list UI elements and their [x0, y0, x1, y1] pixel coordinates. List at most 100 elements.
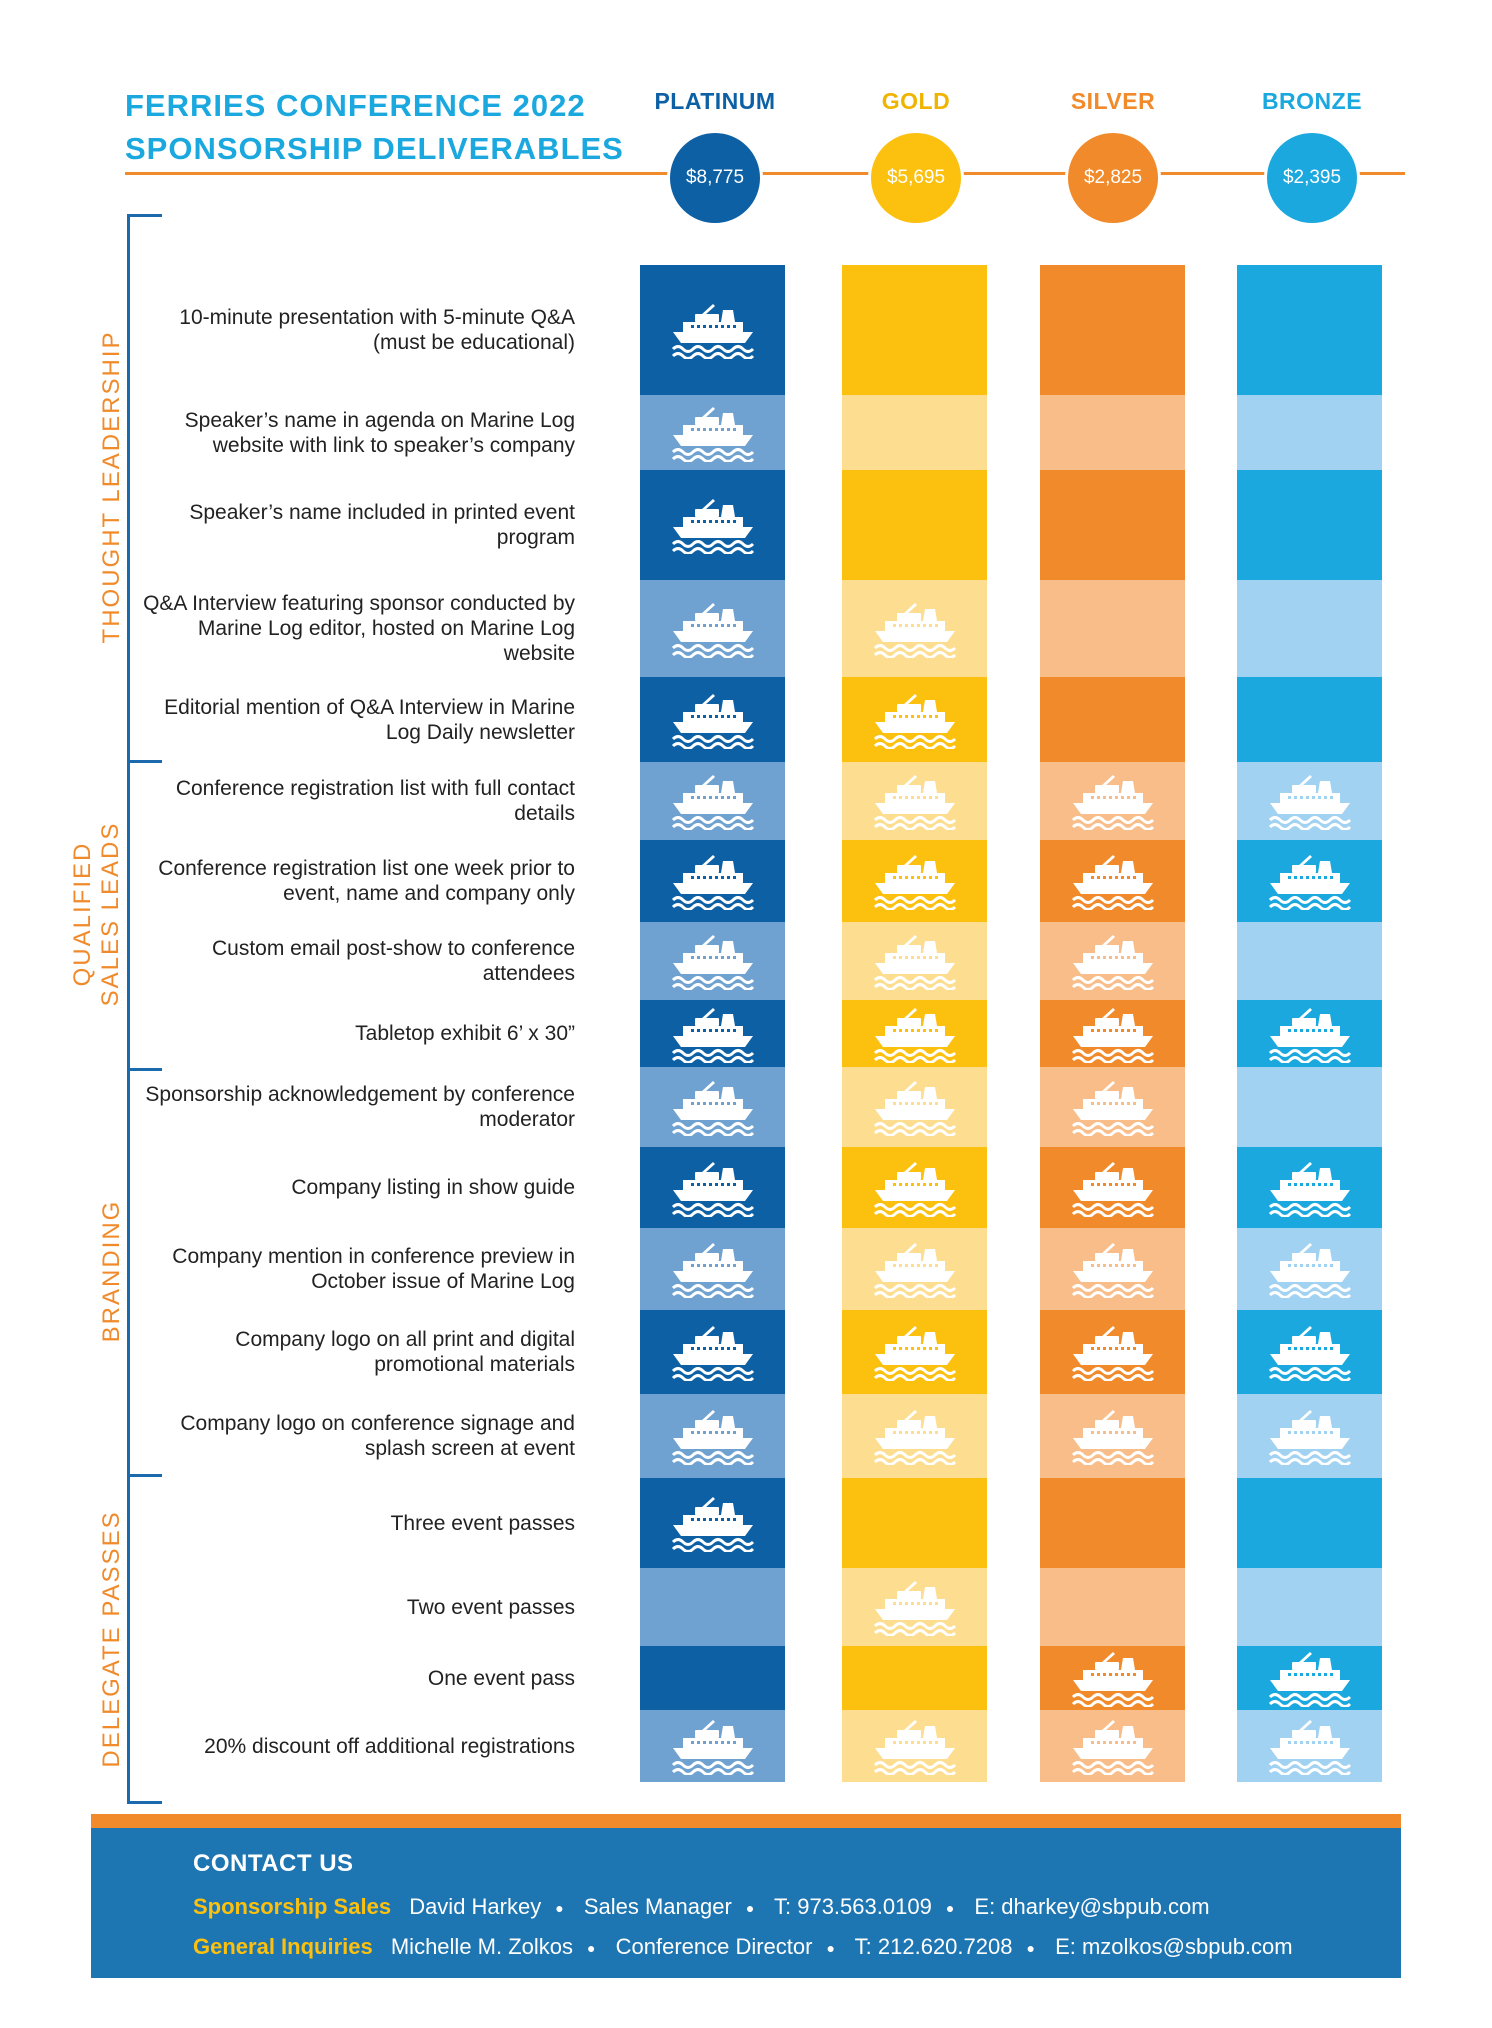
tier-cell-bronze: [1237, 1394, 1382, 1478]
tier-cell-bronze: [1237, 922, 1382, 1000]
tier-price-badge: $2,825: [1065, 130, 1161, 226]
ferry-icon: [873, 693, 956, 749]
ferry-icon: [873, 935, 956, 990]
tier-cell-bronze: [1237, 840, 1382, 922]
tier-cell-platinum: [640, 1568, 785, 1646]
tier-cell-bronze: [1237, 1568, 1382, 1646]
footer-accent: [91, 1814, 1401, 1828]
ferry-icon: [671, 602, 754, 658]
tier-cell-bronze: [1237, 395, 1382, 470]
section-label: THOUGHT LEADERSHIP: [98, 330, 125, 644]
separator-dot: ●: [1026, 1940, 1035, 1957]
tier-cell-silver: [1040, 1478, 1185, 1568]
section-bracket: [127, 760, 162, 1068]
tier-cell-gold: [842, 1646, 987, 1710]
tier-cell-gold: [842, 762, 987, 840]
contact-phone[interactable]: T: 973.563.0109: [774, 1894, 932, 1919]
page-title: FERRIES CONFERENCE 2022 SPONSORSHIP DELI…: [125, 84, 645, 170]
ferry-icon: [1268, 855, 1351, 910]
tier-cell-silver: [1040, 1394, 1185, 1478]
section-bracket: [127, 214, 162, 760]
tier-cell-platinum: [640, 922, 785, 1000]
ferry-icon: [1268, 1410, 1351, 1465]
tier-cell-silver: [1040, 1000, 1185, 1067]
ferry-icon: [671, 693, 754, 749]
section-label-line: SALES LEADS: [97, 821, 124, 1007]
section-label: BRANDING: [98, 1199, 125, 1343]
tier-cell-platinum: [640, 580, 785, 677]
tier-cell-bronze: [1237, 1228, 1382, 1310]
section-bracket: [127, 1068, 162, 1474]
tier-cell-gold: [842, 1394, 987, 1478]
tier-cell-silver: [1040, 677, 1185, 762]
tier-cell-silver: [1040, 265, 1185, 395]
deliverable-label: One event pass: [427, 1666, 575, 1690]
deliverable-label: Speaker’s name included in printed event…: [189, 501, 575, 549]
section-label: QUALIFIED SALES LEADS: [69, 770, 125, 1058]
contact-name: David Harkey: [409, 1894, 542, 1919]
tier-cell-gold: [842, 1568, 987, 1646]
ferry-icon: [671, 1497, 754, 1552]
ferry-icon: [1071, 1243, 1154, 1298]
ferry-icon: [873, 775, 956, 830]
tier-cell-gold: [842, 677, 987, 762]
ferry-icon: [873, 855, 956, 910]
tier-price-badge: $2,395: [1264, 130, 1360, 226]
tier-cell-bronze: [1237, 1478, 1382, 1568]
tier-cell-silver: [1040, 1067, 1185, 1147]
tier-cell-platinum: [640, 762, 785, 840]
contact-name: Michelle M. Zolkos: [390, 1934, 574, 1959]
tier-cell-gold: [842, 1147, 987, 1228]
separator-dot: ●: [745, 1900, 755, 1917]
tier-cell-platinum: [640, 1478, 785, 1568]
deliverable-label: Conference registration list with full c…: [175, 777, 575, 825]
tier-cell-bronze: [1237, 470, 1382, 580]
tier-cell-silver: [1040, 1147, 1185, 1228]
deliverable-label: Two event passes: [406, 1595, 575, 1619]
ferry-icon: [671, 1161, 754, 1217]
ferry-icon: [1071, 1410, 1154, 1465]
tier-cell-silver: [1040, 1568, 1185, 1646]
section-label-line: QUALIFIED: [69, 841, 96, 987]
ferry-icon: [873, 1720, 956, 1775]
tier-cell-silver: [1040, 395, 1185, 470]
tier-cell-bronze: [1237, 762, 1382, 840]
deliverable-label: Q&A Interview featuring sponsor conducte…: [143, 592, 575, 665]
tier-cell-platinum: [640, 470, 785, 580]
ferry-icon: [671, 304, 754, 359]
ferry-icon: [1071, 1007, 1154, 1063]
contact-email[interactable]: E: dharkey@sbpub.com: [974, 1894, 1210, 1919]
contact-phone[interactable]: T: 212.620.7208: [854, 1934, 1013, 1959]
ferry-icon: [671, 1326, 754, 1381]
tier-cell-bronze: [1237, 677, 1382, 762]
ferry-icon: [671, 1720, 754, 1775]
deliverable-label: Company listing in show guide: [291, 1176, 575, 1199]
deliverable-label: Conference registration list one week pr…: [158, 857, 575, 905]
tier-cell-bronze: [1237, 1000, 1382, 1067]
tier-cell-silver: [1040, 1310, 1185, 1394]
tier-cell-gold: [842, 1228, 987, 1310]
tier-name-platinum: PLATINUM: [654, 88, 776, 114]
contact-footer: CONTACT US Sponsorship Sales David Harke…: [91, 1828, 1401, 1978]
tier-cell-platinum: [640, 677, 785, 762]
contact-label: Sponsorship Sales: [193, 1894, 392, 1919]
deliverable-label: Speaker’s name in agenda on Marine Log w…: [184, 408, 575, 457]
separator-dot: ●: [587, 1940, 596, 1957]
tier-cell-bronze: [1237, 580, 1382, 677]
separator-dot: ●: [555, 1900, 564, 1917]
title-line-1: FERRIES CONFERENCE 2022: [125, 88, 586, 123]
ferry-icon: [1071, 1081, 1154, 1136]
ferry-icon: [873, 1581, 956, 1636]
ferry-icon: [873, 1243, 956, 1298]
deliverable-label: Company logo on all print and digital pr…: [235, 1328, 575, 1376]
ferry-icon: [671, 855, 754, 910]
tier-cell-gold: [842, 1478, 987, 1568]
tier-cell-bronze: [1237, 1310, 1382, 1394]
section-label: DELEGATE PASSES: [98, 1510, 125, 1768]
deliverable-label: 20% discount off additional registration…: [204, 1734, 575, 1758]
contact-email[interactable]: E: mzolkos@sbpub.com: [1055, 1934, 1293, 1959]
contact-role: Sales Manager: [583, 1894, 732, 1919]
ferry-icon: [1268, 1243, 1351, 1298]
ferry-icon: [671, 1410, 754, 1465]
